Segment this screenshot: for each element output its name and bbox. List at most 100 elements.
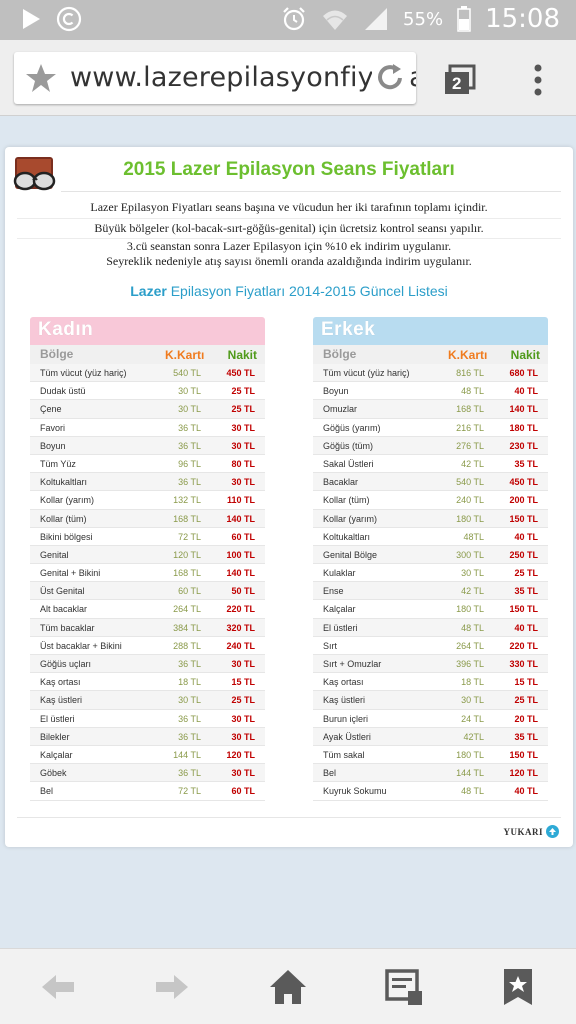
table-row: El üstleri 36 TL 30 TL — [30, 709, 265, 728]
table-row: Boyun 36 TL 30 TL — [30, 436, 265, 455]
region-cell: Bilekler — [40, 731, 70, 742]
col-card: K.Kartı — [165, 348, 205, 362]
region-cell: Omuzlar — [323, 404, 358, 415]
region-cell: El üstleri — [323, 622, 358, 633]
table-row: Koltukaltları 48TL 40 TL — [313, 527, 548, 546]
cash-price-cell: 240 TL — [226, 640, 255, 651]
col-cash: Nakit — [510, 348, 540, 362]
web-content: 2015 Lazer Epilasyon Seans Fiyatları Laz… — [0, 117, 576, 947]
copyright-icon — [56, 6, 82, 32]
cash-price-cell: 320 TL — [226, 622, 255, 633]
cash-price-cell: 60 TL — [231, 531, 255, 542]
cash-price-cell: 680 TL — [509, 368, 538, 378]
clock: 15:08 — [485, 4, 560, 34]
table-row: Kollar (yarım) 132 TL 110 TL — [30, 491, 265, 510]
table-row: Göğüs (yarım) 216 TL 180 TL — [313, 418, 548, 437]
description-line: Büyük bölgeler (kol-bacak-sırt-göğüs-gen… — [94, 221, 484, 235]
card-price-cell: 384 TL — [173, 622, 201, 633]
region-cell: Göğüs (yarım) — [323, 422, 381, 433]
home-icon[interactable] — [268, 967, 308, 1007]
battery-icon — [457, 6, 471, 32]
card-price-cell: 36 TL — [178, 731, 201, 742]
region-cell: Göğüs uçları — [40, 659, 92, 669]
cash-price-cell: 150 TL — [509, 513, 538, 524]
table-row: Genital + Bikini 168 TL 140 TL — [30, 564, 265, 583]
col-cash: Nakit — [227, 348, 257, 362]
region-cell: Üst bacaklar + Bikini — [40, 640, 122, 651]
region-cell: Kaş ortası — [40, 677, 81, 688]
table-row: Kaş ortası 18 TL 15 TL — [30, 673, 265, 692]
table-row: Kollar (tüm) 168 TL 140 TL — [30, 509, 265, 528]
region-cell: Ayak Üstleri — [323, 731, 371, 742]
cash-price-cell: 15 TL — [514, 677, 538, 688]
reload-icon[interactable] — [372, 60, 408, 96]
card-price-cell: 42 TL — [461, 586, 484, 597]
card-price-cell: 60 TL — [178, 586, 201, 597]
table-row: Göğüs (tüm) 276 TL 230 TL — [313, 436, 548, 455]
table-row: Sırt 264 TL 220 TL — [313, 636, 548, 655]
table-row: Kalçalar 144 TL 120 TL — [30, 745, 265, 765]
table-row: Genital 120 TL 100 TL — [30, 545, 265, 565]
tabs-button[interactable]: 2 — [442, 64, 478, 96]
cash-price-cell: 40 TL — [514, 786, 538, 797]
region-cell: Tüm Yüz — [40, 458, 76, 469]
region-cell: Kaş ortası — [323, 677, 364, 688]
forward-arrow-icon[interactable] — [152, 967, 192, 1007]
overflow-menu-icon[interactable] — [526, 62, 550, 98]
reading-list-icon[interactable] — [384, 967, 424, 1007]
col-region: Bölge — [40, 347, 74, 361]
region-cell: Boyun — [40, 440, 66, 451]
region-cell: Koltukaltları — [40, 477, 88, 488]
cash-price-cell: 140 TL — [226, 568, 255, 579]
cash-price-cell: 25 TL — [514, 568, 538, 579]
card-price-cell: 144 TL — [456, 768, 484, 779]
region-cell: Kulaklar — [323, 568, 356, 579]
card-price-cell: 48TL — [463, 531, 484, 542]
cash-price-cell: 120 TL — [226, 749, 255, 760]
card-price-cell: 300 TL — [456, 549, 484, 560]
cash-price-cell: 25 TL — [514, 695, 538, 706]
back-to-top-link[interactable]: YUKARI — [503, 827, 543, 837]
cash-price-cell: 30 TL — [231, 731, 255, 742]
bookmarks-icon[interactable] — [498, 967, 538, 1007]
table-row: Alt bacaklar 264 TL 220 TL — [30, 600, 265, 619]
table-row: Sırt + Omuzlar 396 TL 330 TL — [313, 655, 548, 674]
card-price-cell: 288 TL — [173, 640, 201, 651]
card-price-cell: 72 TL — [178, 531, 201, 542]
card-price-cell: 30 TL — [178, 404, 201, 415]
region-cell: Kaş üstleri — [323, 695, 366, 706]
cash-price-cell: 30 TL — [231, 713, 255, 724]
description-line: Seyreklik nedeniyle atış sayısı önemli o… — [106, 254, 472, 268]
address-bar[interactable]: www.lazerepilasyonfiyatlari — [14, 52, 416, 104]
region-cell: Sakal Üstleri — [323, 458, 374, 469]
cash-price-cell: 40 TL — [514, 622, 538, 633]
card-price-cell: 264 TL — [173, 604, 201, 615]
card-price-cell: 18 TL — [178, 677, 201, 688]
cash-price-cell: 40 TL — [514, 386, 538, 397]
bookmark-star-icon[interactable] — [24, 62, 58, 94]
alarm-icon — [283, 7, 305, 31]
region-cell: Bel — [323, 768, 337, 779]
table-row: Kalçalar 180 TL 150 TL — [313, 600, 548, 619]
region-cell: Tüm bacaklar — [40, 622, 95, 633]
cash-price-cell: 150 TL — [509, 749, 538, 760]
table-row: Favori 36 TL 30 TL — [30, 418, 265, 437]
cash-price-cell: 220 TL — [226, 604, 255, 615]
region-cell: Kalçalar — [40, 749, 73, 760]
url-text[interactable]: www.lazerepilasyonfiyatlari — [70, 62, 416, 93]
region-cell: Genital + Bikini — [40, 568, 101, 579]
description-line: 3.cü seanstan sonra Lazer Epilasyon için… — [126, 239, 452, 253]
arrow-up-icon[interactable] — [546, 825, 559, 838]
women-rows: Tüm vücut (yüz hariç) 540 TL 450 TL Dudak ü… — [30, 364, 265, 801]
cash-price-cell: 180 TL — [509, 422, 538, 433]
back-arrow-icon[interactable] — [38, 967, 78, 1007]
card-price-cell: 48 TL — [461, 786, 484, 797]
card-price-cell: 48 TL — [461, 622, 484, 633]
region-cell: Tüm vücut (yüz hariç) — [40, 368, 127, 378]
list-subtitle: Lazer Epilasyon Fiyatları 2014-2015 Günc… — [5, 283, 573, 299]
region-cell: Göbek — [40, 768, 67, 779]
cash-price-cell: 140 TL — [509, 404, 538, 415]
card-price-cell: 120 TL — [173, 549, 201, 560]
card-price-cell: 168 TL — [456, 404, 484, 415]
card-price-cell: 216 TL — [456, 422, 484, 433]
